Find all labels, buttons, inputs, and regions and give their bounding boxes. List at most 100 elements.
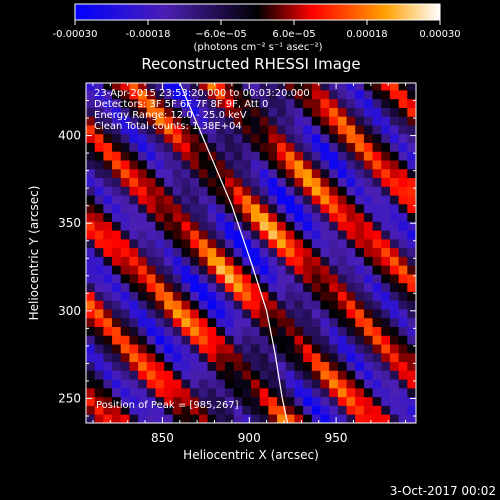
heatmap-cell [242,414,252,423]
heatmap-cell [207,133,217,143]
heatmap-cell [346,370,356,380]
heatmap-cell [346,107,356,117]
heatmap-cell [363,317,373,328]
heatmap-cell [94,221,104,231]
heatmap-cell [268,133,278,143]
heatmap-cell [190,256,200,266]
heatmap-cell [129,133,139,143]
heatmap-cell [381,414,391,423]
heatmap-cell [285,309,295,319]
y-tick-label: 350 [58,216,81,230]
heatmap-cell [303,326,313,336]
heatmap-cell [216,265,226,275]
heatmap-cell [268,90,278,100]
heatmap-cell [355,203,365,214]
heatmap-cell [164,116,174,126]
heatmap-cell [381,151,391,161]
heatmap-cell [355,370,365,380]
heatmap-cell [216,326,226,336]
heatmap-cell [172,116,182,126]
heatmap-cell [346,317,356,328]
heatmap-cell [346,361,356,371]
heatmap-cell [164,352,174,363]
heatmap-cell [277,317,287,328]
heatmap-cell [207,309,217,319]
heatmap-cell [320,177,330,187]
heatmap-cell [155,212,165,222]
heatmap-cell [251,168,261,179]
heatmap-cell [320,274,330,284]
heatmap-cell [190,361,200,371]
heatmap-cell [346,203,356,214]
heatmap-cell [155,300,165,310]
heatmap-cell [389,317,400,328]
heatmap-cell [112,300,122,310]
heatmap-cell [337,265,347,275]
heatmap-cell [294,142,304,152]
heatmap-cell [398,238,408,249]
annotations: 23-Apr-2015 23:53:20.000 to 00:03:20.000… [94,88,310,132]
heatmap-cell [86,326,96,336]
heatmap-cell [190,83,200,91]
plot-frame [85,82,417,424]
heatmap-cell [146,230,156,240]
heatmap-cell [198,335,208,345]
heatmap-cell [172,256,182,266]
heatmap-cell [172,230,182,240]
heatmap-cell [381,370,391,380]
heatmap-cell [407,83,416,91]
heatmap-cell [389,326,400,336]
heatmap-cell [172,160,182,170]
heatmap-cell [224,265,235,275]
heatmap-cell [277,274,287,284]
heatmap-cell [138,282,148,292]
heatmap-cell [303,352,313,363]
heatmap-cell [337,98,347,108]
heatmap-cell [311,282,321,292]
heatmap-cell [285,247,295,257]
heatmap-cell [216,309,226,319]
heatmap-cell [355,116,365,126]
heatmap-cell [407,256,416,266]
heatmap-cell [268,396,278,406]
heatmap-cell [277,379,287,389]
heatmap-cell [398,83,408,91]
heatmap-cell [294,344,304,354]
heatmap-cell [198,107,208,117]
heatmap-cell [389,107,400,117]
x-axis-label: Heliocentric X (arcsec) [183,448,319,462]
heatmap-cell [311,379,321,389]
heatmap-cell [285,317,295,328]
heatmap-cell [251,142,261,152]
heatmap-cell [285,125,295,135]
heatmap-cell [129,361,139,371]
heatmap-cell [242,195,252,205]
heatmap-cell [285,221,295,231]
heatmap-cell [259,274,269,284]
heatmap-cell [155,265,165,275]
heatmap-cell [172,291,182,301]
heatmap-cell [94,291,104,301]
heatmap-cell [346,352,356,363]
heatmap-cell [224,203,235,214]
heatmap-cell [285,326,295,336]
heatmap-cell [190,90,200,100]
heatmap-cell [398,168,408,179]
heatmap-cell [259,370,269,380]
heatmap-cell [190,370,200,380]
heatmap-cell [155,352,165,363]
heatmap-cell [190,98,200,108]
heatmap-cell [172,238,182,249]
heatmap-cell [146,247,156,257]
heatmap-cell [233,326,243,336]
heatmap-cell [233,160,243,170]
heatmap-cell [381,274,391,284]
heatmap-cell [337,282,347,292]
heatmap-cell [285,387,295,398]
heatmap-cell [181,195,191,205]
heatmap-cell [198,247,208,257]
heatmap-cell [216,317,226,328]
annotation-line: Detectors: 3F 5F 6F 7F 8F 9F, Att 0 [94,99,268,110]
heatmap-cell [164,300,174,310]
heatmap-cell [329,317,339,328]
